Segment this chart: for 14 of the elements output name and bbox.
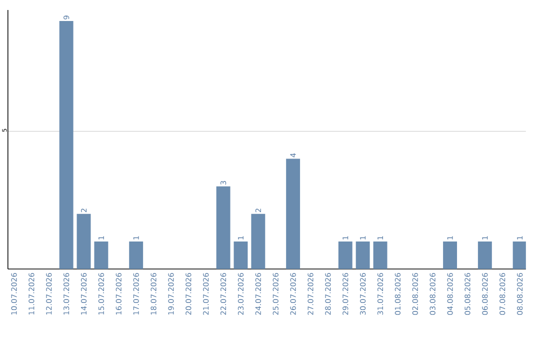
bar bbox=[286, 158, 300, 269]
bar bbox=[356, 241, 370, 269]
bar bbox=[129, 241, 144, 269]
bar bbox=[443, 241, 458, 269]
bar bbox=[251, 214, 266, 269]
bar bbox=[338, 241, 352, 269]
bar bbox=[373, 241, 388, 269]
bar bbox=[94, 241, 108, 269]
bar bbox=[76, 214, 91, 269]
bar bbox=[478, 241, 492, 269]
bar bbox=[59, 21, 74, 269]
bar bbox=[234, 241, 248, 269]
bar bbox=[216, 186, 230, 269]
bar bbox=[512, 241, 526, 269]
